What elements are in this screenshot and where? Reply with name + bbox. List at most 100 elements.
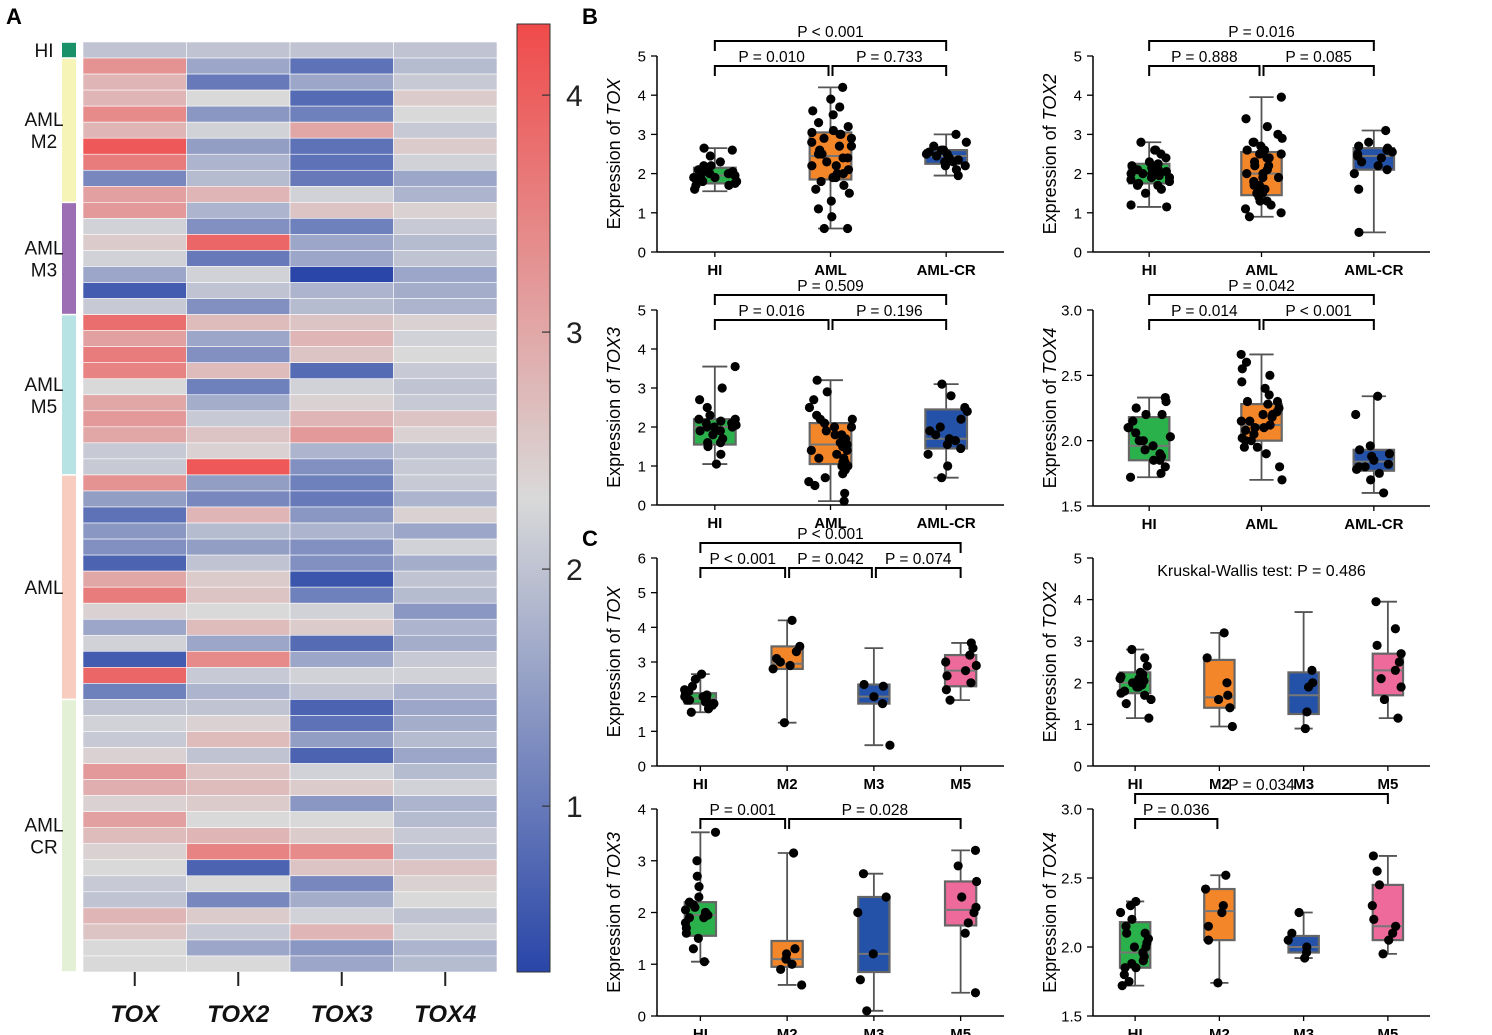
heatmap-cell: [393, 41, 498, 59]
p-value-label: P = 0.028: [842, 802, 909, 819]
x-tick-label: AML: [814, 262, 847, 279]
heatmap-cell: [82, 875, 187, 893]
heatmap-cell: [82, 298, 187, 315]
data-point: [1262, 153, 1272, 163]
data-point: [727, 422, 737, 432]
heatmap-cell: [289, 891, 394, 909]
heatmap-cell: [186, 859, 291, 877]
data-point: [730, 361, 740, 372]
data-point: [680, 692, 690, 702]
heatmap-cell: [186, 474, 291, 492]
y-axis-label-gene: TOX3: [604, 832, 624, 879]
heatmap-cell: [186, 202, 291, 219]
box-plot-c-tox: 0 1 2 3 4 5 6 HI M2 M3 M5 Expression of TOX P < 0.00…: [604, 526, 1004, 793]
heatmap-cell: [289, 73, 394, 91]
p-value-label: P = 0.016: [1228, 24, 1295, 41]
data-point: [956, 443, 966, 454]
heatmap-cell: [186, 410, 291, 428]
box-plot-c-tox4: 1.5 2.0 2.5 3.0 HI M2 M3 M5 Expression of TOX4 P …: [1040, 777, 1430, 1035]
significance-bracket: [713, 40, 948, 51]
data-point: [804, 477, 814, 487]
heatmap-cell: [289, 137, 394, 155]
data-point: [717, 383, 727, 393]
data-point: [715, 426, 725, 436]
data-point: [855, 975, 865, 985]
y-tick-label: 1: [638, 205, 646, 222]
data-point: [821, 426, 831, 436]
y-axis-label: Expression of TOX: [604, 586, 624, 738]
heatmap-cell: [82, 907, 187, 925]
y-tick-label: 5: [638, 585, 646, 602]
data-point: [1376, 674, 1386, 684]
data-point: [1244, 212, 1255, 222]
heatmap-cell: [393, 602, 498, 620]
heatmap-cell: [289, 378, 394, 396]
data-point: [1294, 907, 1304, 918]
panel-label-c: C: [582, 526, 598, 551]
heatmap-cell: [289, 538, 394, 556]
data-point: [701, 418, 711, 428]
data-point: [1259, 145, 1270, 155]
heatmap-cell: [393, 394, 498, 412]
y-tick-label: 3: [1074, 127, 1082, 144]
data-point: [1390, 624, 1400, 634]
heatmap-cell: [82, 266, 187, 283]
significance-bracket: [831, 65, 948, 76]
data-point: [832, 169, 842, 179]
heatmap-cell: [393, 474, 498, 492]
data-point: [710, 827, 721, 837]
y-tick-label: 1: [638, 724, 646, 741]
data-point: [1372, 866, 1382, 876]
data-point: [971, 660, 981, 671]
data-point: [1120, 963, 1130, 973]
data-point: [1138, 169, 1148, 179]
data-point: [1307, 665, 1317, 675]
data-point: [727, 145, 737, 155]
data-point: [692, 856, 702, 866]
heatmap-cell: [289, 667, 394, 684]
data-point: [715, 157, 725, 167]
heatmap-cell: [393, 891, 498, 909]
data-point: [1381, 125, 1391, 136]
group-label: M2: [31, 132, 57, 153]
heatmap-cell: [393, 346, 498, 363]
heatmap-cell: [186, 747, 291, 764]
data-point: [1260, 383, 1270, 393]
group-label: AML: [24, 110, 63, 131]
data-point: [1287, 928, 1297, 938]
heatmap-cell: [289, 202, 394, 219]
data-point: [1132, 682, 1142, 692]
heatmap-cell: [82, 939, 187, 957]
heatmap-cell: [186, 394, 291, 412]
heatmap-cell: [186, 490, 291, 508]
p-value-label: P = 0.001: [709, 802, 776, 819]
data-point: [853, 907, 863, 918]
heatmap-cell: [186, 169, 291, 187]
data-point: [862, 1006, 872, 1016]
data-point: [1121, 699, 1131, 709]
data-point: [1273, 172, 1284, 183]
data-point: [1369, 914, 1379, 925]
data-point: [831, 161, 841, 171]
heatmap-cell: [289, 827, 394, 845]
data-point: [1265, 370, 1275, 380]
heatmap-cell: [82, 891, 187, 909]
data-point: [960, 666, 971, 676]
data-point: [956, 414, 966, 424]
group-bar: [62, 700, 76, 972]
heatmap-cell: [393, 634, 498, 652]
heatmap-cell: [82, 506, 187, 524]
data-point: [1242, 169, 1252, 179]
heatmap-cell: [82, 41, 187, 59]
data-point: [1250, 423, 1260, 433]
data-point: [795, 641, 805, 652]
data-point: [1277, 475, 1287, 485]
y-axis-label: Expression of TOX2: [1040, 74, 1060, 235]
heatmap-cell: [82, 715, 187, 732]
heatmap-cell: [82, 618, 187, 636]
p-value-label: P = 0.014: [1171, 303, 1238, 320]
data-point: [1354, 462, 1364, 472]
data-point: [695, 426, 705, 436]
data-point: [1236, 349, 1246, 360]
heatmap-cell: [393, 410, 498, 428]
